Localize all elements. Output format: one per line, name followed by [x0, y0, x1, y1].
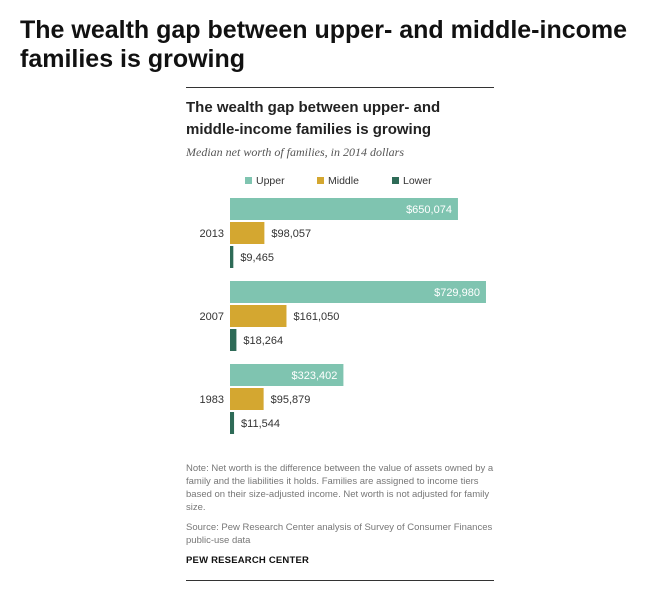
bottom-divider — [186, 580, 494, 581]
page-title: The wealth gap between upper- and middle… — [20, 16, 628, 73]
data-label-1983-upper: $323,402 — [292, 370, 338, 382]
legend-swatch-upper — [245, 177, 252, 184]
data-label-1983-middle: $95,879 — [271, 394, 311, 406]
bar-2007-middle — [230, 305, 287, 327]
data-label-2013-middle: $98,057 — [271, 228, 311, 240]
bar-chart: Upper Middle Lower $650,074 $98,057 $9,465 201… — [200, 175, 486, 434]
bar-2007-lower — [230, 329, 237, 351]
data-label-2007-upper: $729,980 — [434, 287, 480, 299]
pew-research-center-credit: PEW RESEARCH CENTER — [186, 555, 310, 566]
data-label-2013-upper: $650,074 — [406, 204, 452, 216]
legend-label-upper: Upper — [256, 175, 285, 187]
legend-swatch-lower — [392, 177, 399, 184]
category-label-2013: 2013 — [200, 228, 224, 240]
data-label-2007-lower: $18,264 — [243, 335, 283, 347]
bar-1983-middle — [230, 388, 264, 410]
bar-2013-upper — [230, 198, 458, 220]
data-label-2007-middle: $161,050 — [293, 311, 339, 323]
top-divider — [186, 87, 494, 88]
bar-1983-lower — [230, 412, 235, 434]
chart-subtitle: Median net worth of families, in 2014 do… — [186, 145, 404, 159]
chart-note: Note: Net worth is the difference betwee… — [186, 463, 494, 513]
category-label-2007: 2007 — [200, 311, 224, 323]
data-label-2013-lower: $9,465 — [240, 252, 274, 264]
category-label-1983: 1983 — [200, 394, 224, 406]
legend-swatch-middle — [317, 177, 324, 184]
bar-2007-upper — [230, 281, 486, 303]
chart-title: The wealth gap between upper- and middle… — [186, 99, 441, 138]
legend-label-lower: Lower — [403, 175, 432, 187]
bar-1983-upper — [230, 364, 344, 386]
legend-label-middle: Middle — [328, 175, 359, 187]
bar-2013-lower — [230, 246, 234, 268]
chart-source: Source: Pew Research Center analysis of … — [186, 522, 493, 546]
data-label-1983-lower: $11,544 — [241, 418, 280, 430]
bar-2013-middle — [230, 222, 265, 244]
